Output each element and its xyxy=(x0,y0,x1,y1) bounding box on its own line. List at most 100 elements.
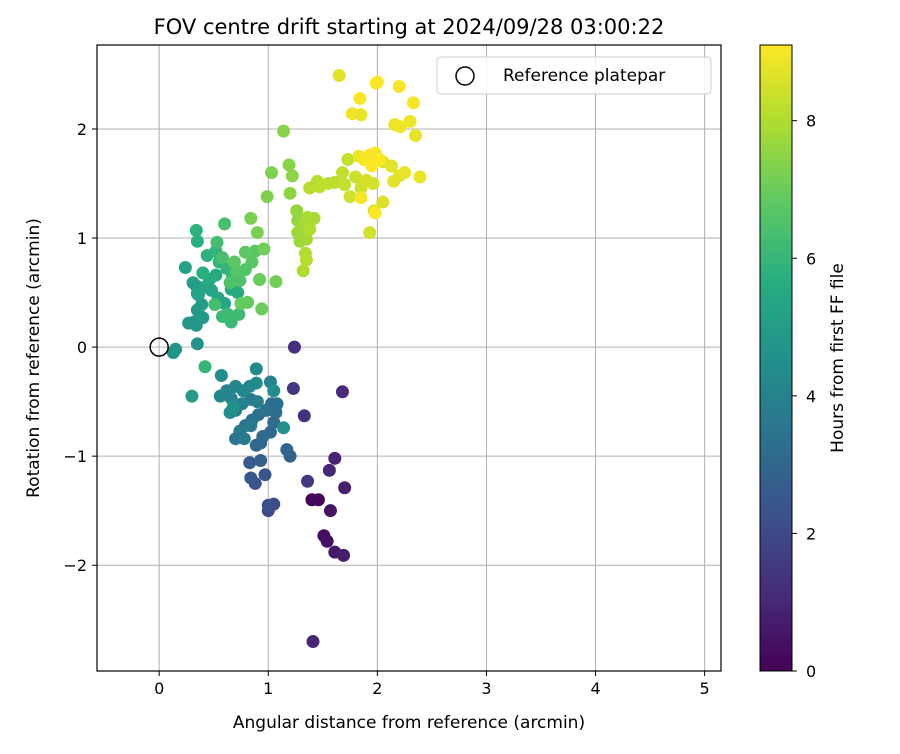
x-tick-label: 4 xyxy=(590,679,600,698)
data-point xyxy=(323,504,337,518)
data-point xyxy=(370,75,384,89)
data-point xyxy=(263,425,277,439)
data-point xyxy=(190,337,204,351)
data-point xyxy=(260,190,274,204)
legend-marker-icon xyxy=(455,66,475,86)
data-point xyxy=(301,474,315,488)
data-point xyxy=(328,175,342,189)
y-tick-label: −2 xyxy=(63,556,87,575)
data-point xyxy=(185,389,199,403)
data-point xyxy=(393,120,407,134)
legend-label: Reference platepar xyxy=(503,66,665,86)
data-point xyxy=(218,217,232,231)
data-point xyxy=(214,368,228,382)
data-point xyxy=(280,443,294,457)
data-point xyxy=(238,245,252,259)
data-point xyxy=(237,432,251,446)
data-point xyxy=(363,226,377,240)
data-point xyxy=(221,307,235,321)
data-point xyxy=(226,400,240,414)
data-point xyxy=(265,166,279,180)
data-point xyxy=(299,253,313,267)
data-point xyxy=(376,195,390,209)
data-point xyxy=(337,548,351,562)
x-tick-label: 2 xyxy=(372,679,382,698)
data-point xyxy=(373,153,387,167)
data-point xyxy=(241,295,255,309)
plot-frame xyxy=(96,44,722,672)
data-point xyxy=(285,169,299,183)
data-point xyxy=(290,204,304,218)
data-point xyxy=(190,234,204,248)
colorbar-label: Hours from first FF file xyxy=(828,263,848,453)
y-tick-label: 0 xyxy=(77,338,87,357)
colorbar-tick-label: 6 xyxy=(806,249,816,268)
data-point xyxy=(392,79,406,93)
reference-marker xyxy=(149,337,169,357)
x-tick-label: 1 xyxy=(263,679,273,698)
data-point xyxy=(232,307,246,321)
data-point xyxy=(406,96,420,110)
data-point xyxy=(243,456,257,470)
data-point xyxy=(195,298,209,312)
chart-title: FOV centre drift starting at 2024/09/28 … xyxy=(154,15,665,39)
data-point xyxy=(282,158,296,172)
x-tick-label: 0 xyxy=(154,679,164,698)
data-point xyxy=(296,264,310,278)
data-point xyxy=(231,286,245,300)
data-point xyxy=(299,232,313,246)
data-point xyxy=(335,385,349,399)
colorbar-tick-label: 4 xyxy=(806,387,816,406)
data-point xyxy=(244,471,258,485)
legend: Reference platepar xyxy=(436,56,712,95)
data-point xyxy=(196,266,210,280)
data-point xyxy=(332,69,346,83)
colorbar-ticks: 0 2 4 6 8 xyxy=(792,112,816,681)
x-tick-label: 3 xyxy=(481,679,491,698)
data-point xyxy=(213,389,227,403)
x-axis-label: Angular distance from reference (arcmin) xyxy=(233,713,585,733)
data-point xyxy=(354,108,368,122)
data-point xyxy=(249,376,263,390)
data-point xyxy=(409,129,423,143)
data-point xyxy=(283,186,297,200)
data-point xyxy=(270,397,284,411)
data-point xyxy=(254,454,268,468)
colorbar-gradient xyxy=(759,44,793,672)
data-point xyxy=(258,468,272,482)
data-point xyxy=(286,382,300,396)
data-point xyxy=(223,276,237,290)
data-point xyxy=(261,498,275,512)
data-point xyxy=(306,635,320,649)
y-tick-label: −1 xyxy=(63,447,87,466)
colorbar-tick-label: 0 xyxy=(806,662,816,681)
grid xyxy=(97,45,721,671)
colorbar-tick-label: 2 xyxy=(806,524,816,543)
data-point xyxy=(403,114,417,128)
colorbar: 0 2 4 6 8 Hours from first FF file xyxy=(759,44,848,681)
data-point xyxy=(253,272,267,286)
data-point xyxy=(413,170,427,184)
data-point xyxy=(287,340,301,354)
data-point xyxy=(341,153,355,167)
data-point xyxy=(349,170,363,184)
y-axis-label: Rotation from reference (arcmin) xyxy=(24,218,44,498)
data-point xyxy=(303,222,317,236)
data-point xyxy=(366,177,380,191)
colorbar-tick-label: 8 xyxy=(806,112,816,131)
data-point xyxy=(311,493,325,507)
data-point xyxy=(307,211,321,225)
y-tick-label: 1 xyxy=(77,229,87,248)
x-axis-ticks: 0 1 2 3 4 5 xyxy=(154,671,710,698)
data-point xyxy=(368,206,382,220)
data-point xyxy=(255,302,269,316)
data-point xyxy=(335,166,349,180)
data-point xyxy=(215,251,229,265)
data-point xyxy=(169,342,183,356)
data-point xyxy=(320,534,334,548)
data-point xyxy=(322,463,336,477)
data-point xyxy=(343,190,357,204)
y-tick-label: 2 xyxy=(77,120,87,139)
data-point xyxy=(249,362,263,376)
